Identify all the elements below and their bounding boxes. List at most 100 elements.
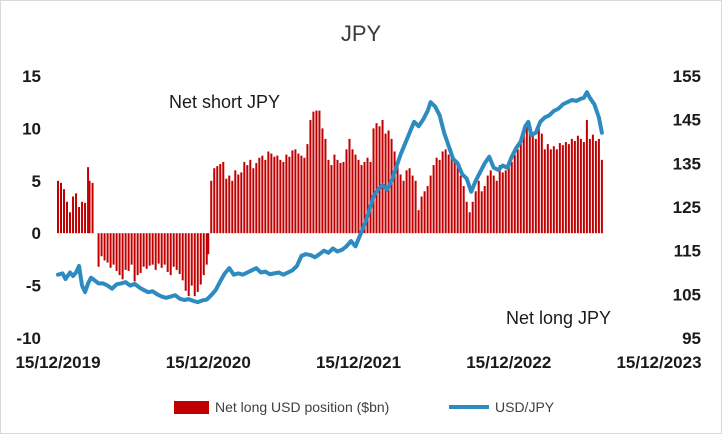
net-long-usd-bar [411, 175, 414, 234]
legend-bar-swatch [174, 401, 209, 414]
net-long-usd-bar [468, 212, 471, 234]
net-long-usd-bar [84, 202, 87, 234]
net-long-usd-bar [273, 156, 276, 234]
net-long-usd-bar [216, 166, 219, 234]
net-long-usd-bar [72, 196, 75, 234]
net-long-usd-bar [199, 233, 202, 285]
annotation-net-long-jpy: Net long JPY [506, 308, 611, 328]
net-long-usd-bar [63, 189, 66, 234]
net-long-usd-bar [130, 233, 133, 265]
net-long-usd-bar [390, 138, 393, 234]
net-long-usd-bar [81, 201, 84, 234]
net-long-usd-bar [348, 138, 351, 234]
net-long-usd-bar [160, 233, 163, 268]
net-long-usd-bar [459, 175, 462, 234]
net-long-usd-bar [210, 180, 213, 234]
net-long-usd-bar [564, 142, 567, 234]
net-long-usd-bar [339, 162, 342, 234]
net-long-usd-bar [258, 157, 261, 234]
net-long-usd-bar [172, 233, 175, 267]
legend: Net long USD position ($bn) USD/JPY [174, 399, 555, 415]
net-long-usd-bar [387, 130, 390, 234]
net-long-usd-bar [600, 159, 603, 234]
left-axis-ticks: -10 -5 0 5 10 15 [16, 67, 41, 348]
net-long-usd-bar [375, 123, 378, 234]
net-long-usd-bar [213, 168, 216, 234]
net-long-usd-bar [276, 155, 279, 234]
net-long-usd-bar [525, 122, 528, 234]
net-long-usd-bar [118, 233, 121, 276]
net-long-usd-bar [303, 157, 306, 234]
x-axis-ticks: 15/12/2019 15/12/2020 15/12/2021 15/12/2022… [15, 353, 701, 372]
net-long-usd-bar [231, 180, 234, 234]
net-long-usd-bar [465, 201, 468, 234]
net-long-usd-bar [57, 180, 59, 234]
net-long-usd-bar [486, 175, 489, 234]
net-long-usd-bar [402, 180, 405, 234]
net-long-usd-bar [450, 151, 453, 234]
net-long-usd-bar [498, 165, 501, 234]
net-long-usd-bar [324, 138, 327, 234]
net-long-usd-bar [432, 165, 435, 234]
net-long-usd-bar [495, 180, 498, 234]
net-long-usd-bar [87, 167, 90, 234]
net-long-usd-bar [345, 149, 348, 234]
net-long-usd-bar [372, 128, 375, 234]
net-long-usd-bar [264, 159, 267, 234]
net-long-usd-bar [561, 145, 564, 234]
net-long-usd-bar [121, 233, 124, 280]
net-long-usd-bar [435, 157, 438, 234]
legend-bar-label: Net long USD position ($bn) [215, 399, 389, 415]
net-long-usd-bar [567, 144, 570, 234]
net-long-usd-bar [193, 233, 196, 297]
net-long-usd-bar [69, 212, 72, 234]
x-axis-tick-label: 15/12/2020 [166, 353, 251, 372]
net-long-usd-bar [333, 154, 336, 234]
net-long-usd-bar [207, 233, 210, 255]
net-long-usd-bar [255, 162, 258, 234]
net-long-usd-bar [426, 186, 429, 234]
net-long-usd-bar [588, 138, 591, 234]
right-axis-tick-label: 135 [673, 154, 701, 173]
right-axis-ticks: 95 105 115 125 135 145 155 [673, 67, 701, 348]
net-long-usd-bar [447, 154, 450, 234]
net-long-usd-bar [534, 138, 537, 234]
net-long-usd-bar [66, 201, 69, 234]
net-long-usd-bar [591, 134, 594, 234]
net-long-usd-bar [196, 233, 199, 292]
net-long-usd-bar [366, 157, 369, 234]
net-long-usd-bar [282, 161, 285, 234]
right-axis-tick-label: 105 [673, 285, 701, 304]
net-long-usd-bar [243, 161, 246, 234]
net-long-usd-bar [237, 174, 240, 234]
net-long-usd-bar [318, 110, 321, 234]
net-long-usd-bar [151, 233, 154, 265]
net-long-usd-bar [423, 191, 426, 234]
net-long-usd-bar [420, 196, 423, 234]
net-long-usd-bar [480, 191, 483, 234]
net-long-usd-bar [381, 120, 384, 234]
x-axis-tick-label: 15/12/2021 [316, 353, 401, 372]
net-long-usd-bar [187, 233, 190, 297]
net-long-usd-bar [97, 233, 100, 267]
net-long-usd-bar [441, 151, 444, 234]
net-long-usd-bar [438, 159, 441, 234]
net-long-usd-bar [225, 178, 228, 234]
net-long-usd-bar [396, 159, 399, 234]
net-long-usd-bar [489, 170, 492, 234]
net-long-usd-bar [519, 138, 522, 234]
net-long-usd-bar [285, 154, 288, 234]
net-long-usd-bar [477, 180, 480, 234]
net-long-usd-bar [504, 170, 507, 234]
net-long-usd-bar [190, 233, 193, 286]
net-long-usd-bar [240, 172, 243, 234]
net-long-usd-bar [513, 154, 516, 234]
net-long-usd-bar [136, 233, 139, 276]
net-long-usd-bar [91, 182, 94, 234]
net-long-usd-bar [540, 133, 543, 234]
net-long-usd-bar [103, 233, 106, 261]
net-long-usd-bar [531, 133, 534, 234]
left-axis-tick-label: 0 [32, 224, 41, 243]
net-long-usd-bar [124, 233, 127, 270]
net-long-usd-bar [546, 144, 549, 234]
